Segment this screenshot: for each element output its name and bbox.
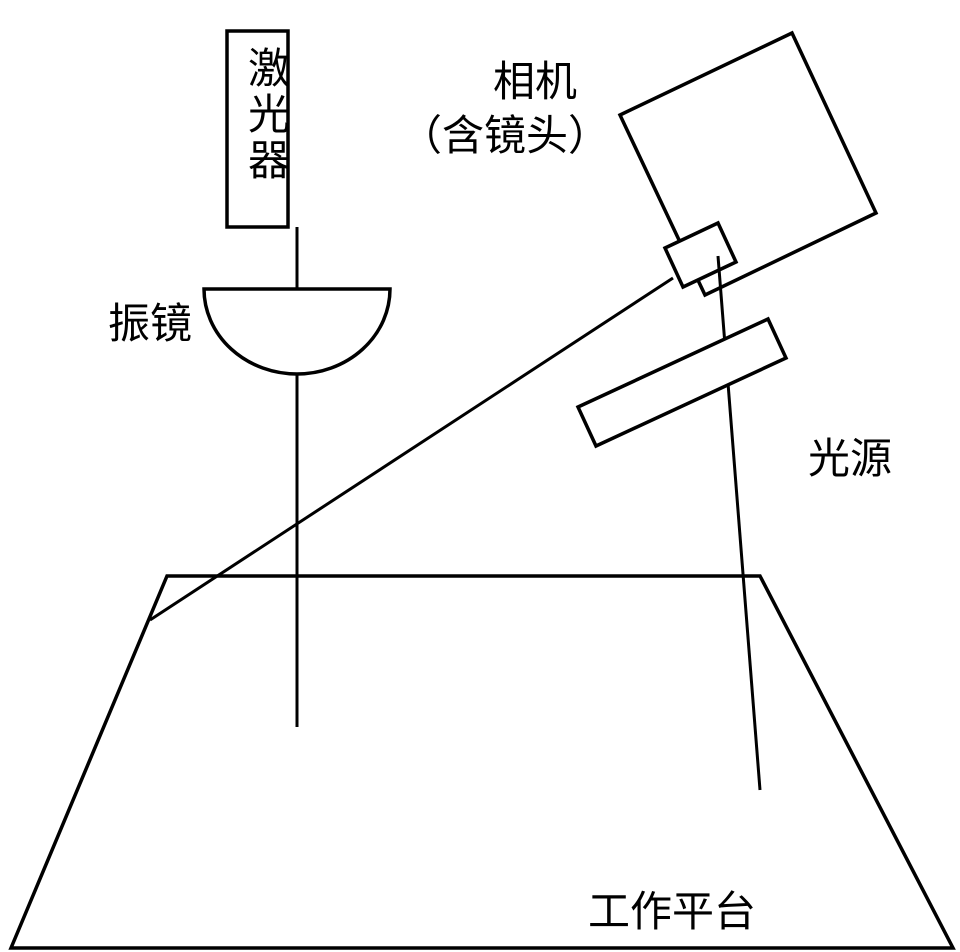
- work-platform-shape: [11, 576, 953, 948]
- camera-body-shape: [620, 33, 876, 295]
- work-platform-label: 工作平台: [588, 878, 756, 939]
- camera-group: [620, 33, 876, 295]
- camera-label-line2: （含镜头）: [400, 102, 610, 163]
- light-source-label: 光源: [808, 425, 892, 486]
- light-source-shape: [578, 319, 786, 446]
- laser-label: 激光器: [238, 46, 291, 184]
- galvanometer-label: 振镜: [108, 290, 192, 351]
- camera-label-line1: 相机: [493, 48, 577, 109]
- galvanometer-shape: [204, 289, 390, 374]
